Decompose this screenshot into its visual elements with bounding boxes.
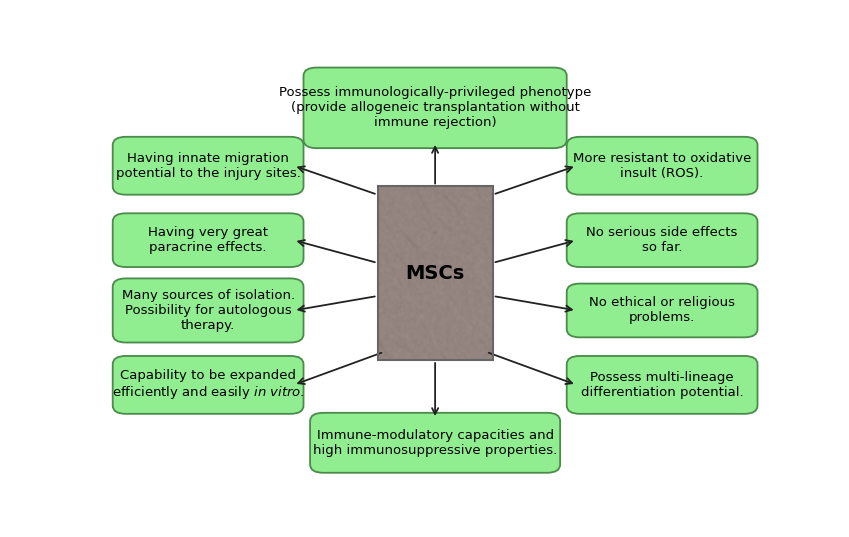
Text: Having very great
paracrine effects.: Having very great paracrine effects. xyxy=(148,226,268,254)
FancyBboxPatch shape xyxy=(113,137,304,195)
Text: More resistant to oxidative
insult (ROS).: More resistant to oxidative insult (ROS)… xyxy=(573,152,751,180)
Text: Possess immunologically-privileged phenotype
(provide allogeneic transplantation: Possess immunologically-privileged pheno… xyxy=(279,86,591,129)
FancyBboxPatch shape xyxy=(310,413,560,473)
FancyBboxPatch shape xyxy=(567,356,757,414)
Text: Many sources of isolation.
Possibility for autologous
therapy.: Many sources of isolation. Possibility f… xyxy=(121,289,295,332)
Text: Having innate migration
potential to the injury sites.: Having innate migration potential to the… xyxy=(115,152,301,180)
FancyBboxPatch shape xyxy=(567,213,757,267)
FancyBboxPatch shape xyxy=(567,137,757,195)
FancyBboxPatch shape xyxy=(113,213,304,267)
FancyBboxPatch shape xyxy=(99,60,771,482)
Text: No serious side effects
so far.: No serious side effects so far. xyxy=(587,226,738,254)
Text: No ethical or religious
problems.: No ethical or religious problems. xyxy=(589,296,735,324)
Text: MSCs: MSCs xyxy=(406,264,464,283)
Text: Immune-modulatory capacities and
high immunosuppressive properties.: Immune-modulatory capacities and high im… xyxy=(313,429,557,457)
FancyBboxPatch shape xyxy=(113,356,304,414)
FancyBboxPatch shape xyxy=(113,278,304,343)
FancyBboxPatch shape xyxy=(304,68,567,148)
Text: Possess multi-lineage
differentiation potential.: Possess multi-lineage differentiation po… xyxy=(581,371,744,399)
FancyBboxPatch shape xyxy=(567,284,757,337)
Text: Capability to be expanded
efficiently and easily $\mathit{in\ vitro}$.: Capability to be expanded efficiently an… xyxy=(112,369,305,401)
